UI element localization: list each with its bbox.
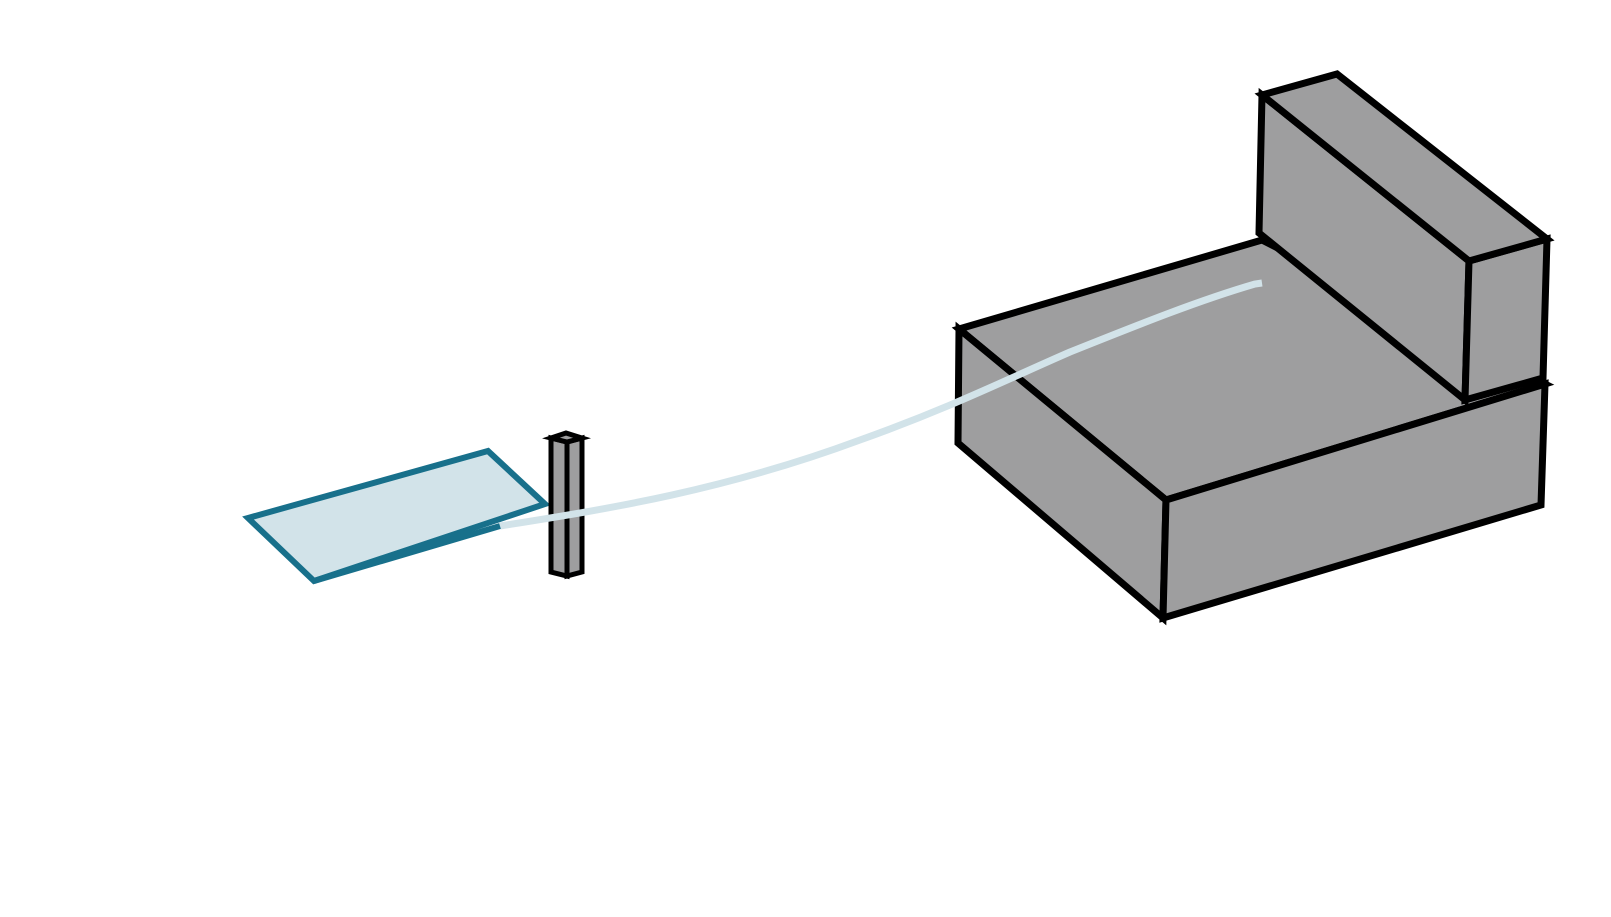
plate-front-edge bbox=[313, 523, 501, 584]
base-block-front-face bbox=[1159, 379, 1549, 623]
plate bbox=[242, 447, 551, 585]
pillar-top-face bbox=[542, 430, 591, 445]
back-block bbox=[1254, 70, 1555, 408]
pillar-side-face bbox=[564, 434, 585, 580]
back-block-top-face bbox=[1254, 70, 1555, 265]
back-block-front-face bbox=[1461, 234, 1551, 405]
pillar bbox=[542, 430, 591, 580]
trajectory-curve bbox=[499, 279, 1263, 530]
base-block bbox=[951, 236, 1555, 626]
plate-outline bbox=[242, 447, 551, 585]
plate-face bbox=[248, 451, 545, 581]
